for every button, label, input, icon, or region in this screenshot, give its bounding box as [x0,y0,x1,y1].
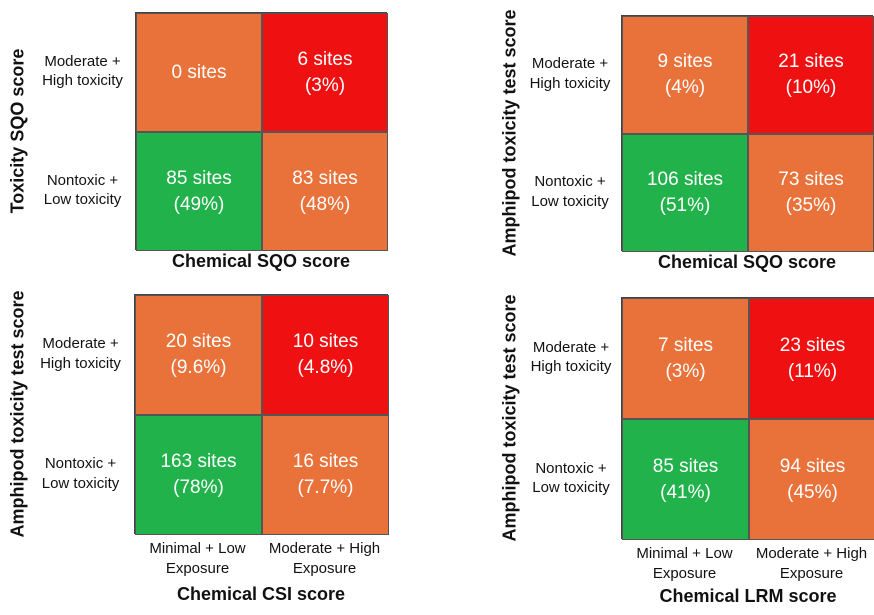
cell-count: 10 sites [292,331,359,353]
matrix-cell: 85 sites (49%) [136,132,262,251]
cell-count: 0 sites [171,61,227,83]
matrix-cell: 85 sites (41%) [622,419,749,540]
x-axis-label: Chemical LRM score [659,586,837,606]
matrix-cell: 10 sites (4.8%) [262,295,389,415]
matrix-cell: 0 sites [136,13,262,132]
cell-count: 73 sites [778,169,844,191]
matrix-cell: 9 sites (4%) [622,16,748,134]
cell-count: 7 sites [658,334,713,356]
cell-count: 85 sites [652,455,719,477]
cell-count: 23 sites [779,334,846,356]
cell-count: 16 sites [292,451,359,473]
cell-percent: (3%) [304,74,346,96]
matrix-grid: 0 sites 6 sites (3%) 85 sites (49%) 83 sites (… [135,12,388,251]
cell-percent: (45%) [787,481,838,503]
column-label: Moderate + High Exposure [755,545,868,582]
cell-count: 85 sites [166,167,232,189]
x-axis-label: Chemical SQO score [171,251,351,271]
cell-percent: (41%) [660,481,711,503]
y-axis-label: Toxicity SQO score [7,48,28,214]
matrix-grid: 9 sites (4%) 21 sites (10%) 106 sites (51%) 73… [621,15,874,252]
row-label: Nontoxic + Low toxicity [531,173,609,210]
cell-percent: (9.6%) [170,357,227,378]
cell-percent: (3%) [665,360,706,382]
cell-percent: (78%) [173,477,224,498]
cell-percent: (51%) [659,195,711,216]
cell-count: 9 sites [657,51,713,73]
matrix-cell: 163 sites (78%) [135,415,262,535]
cell-count: 21 sites [778,51,844,73]
y-axis-label: Amphipod toxicity test score [499,294,520,542]
row-label: Nontoxic + Low toxicity [43,171,122,209]
y-axis-label: Amphipod toxicity test score [7,290,28,538]
column-label: Moderate + High Exposure [268,540,381,577]
cell-percent: (49%) [173,193,225,215]
cell-count: 6 sites [297,48,353,70]
y-axis-label: Amphipod toxicity test score [499,9,520,257]
cell-percent: (35%) [785,195,837,216]
x-axis-label: Chemical SQO score [657,252,837,272]
matrix-cell: 73 sites (35%) [748,134,874,252]
cell-percent: (7.7%) [297,477,354,498]
cell-count: 106 sites [646,169,724,191]
matrix-cell: 20 sites (9.6%) [135,295,262,415]
x-axis-label: Chemical CSI score [176,584,346,604]
cell-count: 163 sites [160,451,237,473]
row-label: Moderate + High toxicity [530,338,612,376]
cell-count: 94 sites [779,455,846,477]
matrix-cell: 23 sites (11%) [749,298,874,419]
matrix-cell: 21 sites (10%) [748,16,874,134]
matrix-cell: 6 sites (3%) [262,13,388,132]
cell-percent: (10%) [785,77,837,98]
row-label: Moderate + High toxicity [40,335,121,372]
column-label: Minimal + Low Exposure [149,540,246,577]
cell-percent: (4.8%) [297,357,354,378]
cell-percent: (11%) [787,360,838,382]
matrix-cell: 16 sites (7.7%) [262,415,389,535]
column-label: Minimal + Low Exposure [636,545,733,582]
matrix-cell: 94 sites (45%) [749,419,874,540]
row-label: Nontoxic + Low toxicity [41,455,120,492]
cell-percent: (4%) [664,77,706,98]
row-label: Moderate + High toxicity [529,55,611,92]
row-label: Moderate + High toxicity [42,52,123,90]
cell-count: 20 sites [165,331,232,353]
matrix-cell: 106 sites (51%) [622,134,748,252]
matrix-cell: 83 sites (48%) [262,132,388,251]
cell-count: 83 sites [292,167,358,189]
cell-percent: (48%) [299,193,351,215]
row-label: Nontoxic + Low toxicity [532,459,610,497]
matrix-grid: 7 sites (3%) 23 sites (11%) 85 sites (41%) 94 … [621,297,874,540]
matrix-cell: 7 sites (3%) [622,298,749,419]
matrix-grid: 20 sites (9.6%) 10 sites (4.8%) 163 sites (78… [134,294,389,535]
